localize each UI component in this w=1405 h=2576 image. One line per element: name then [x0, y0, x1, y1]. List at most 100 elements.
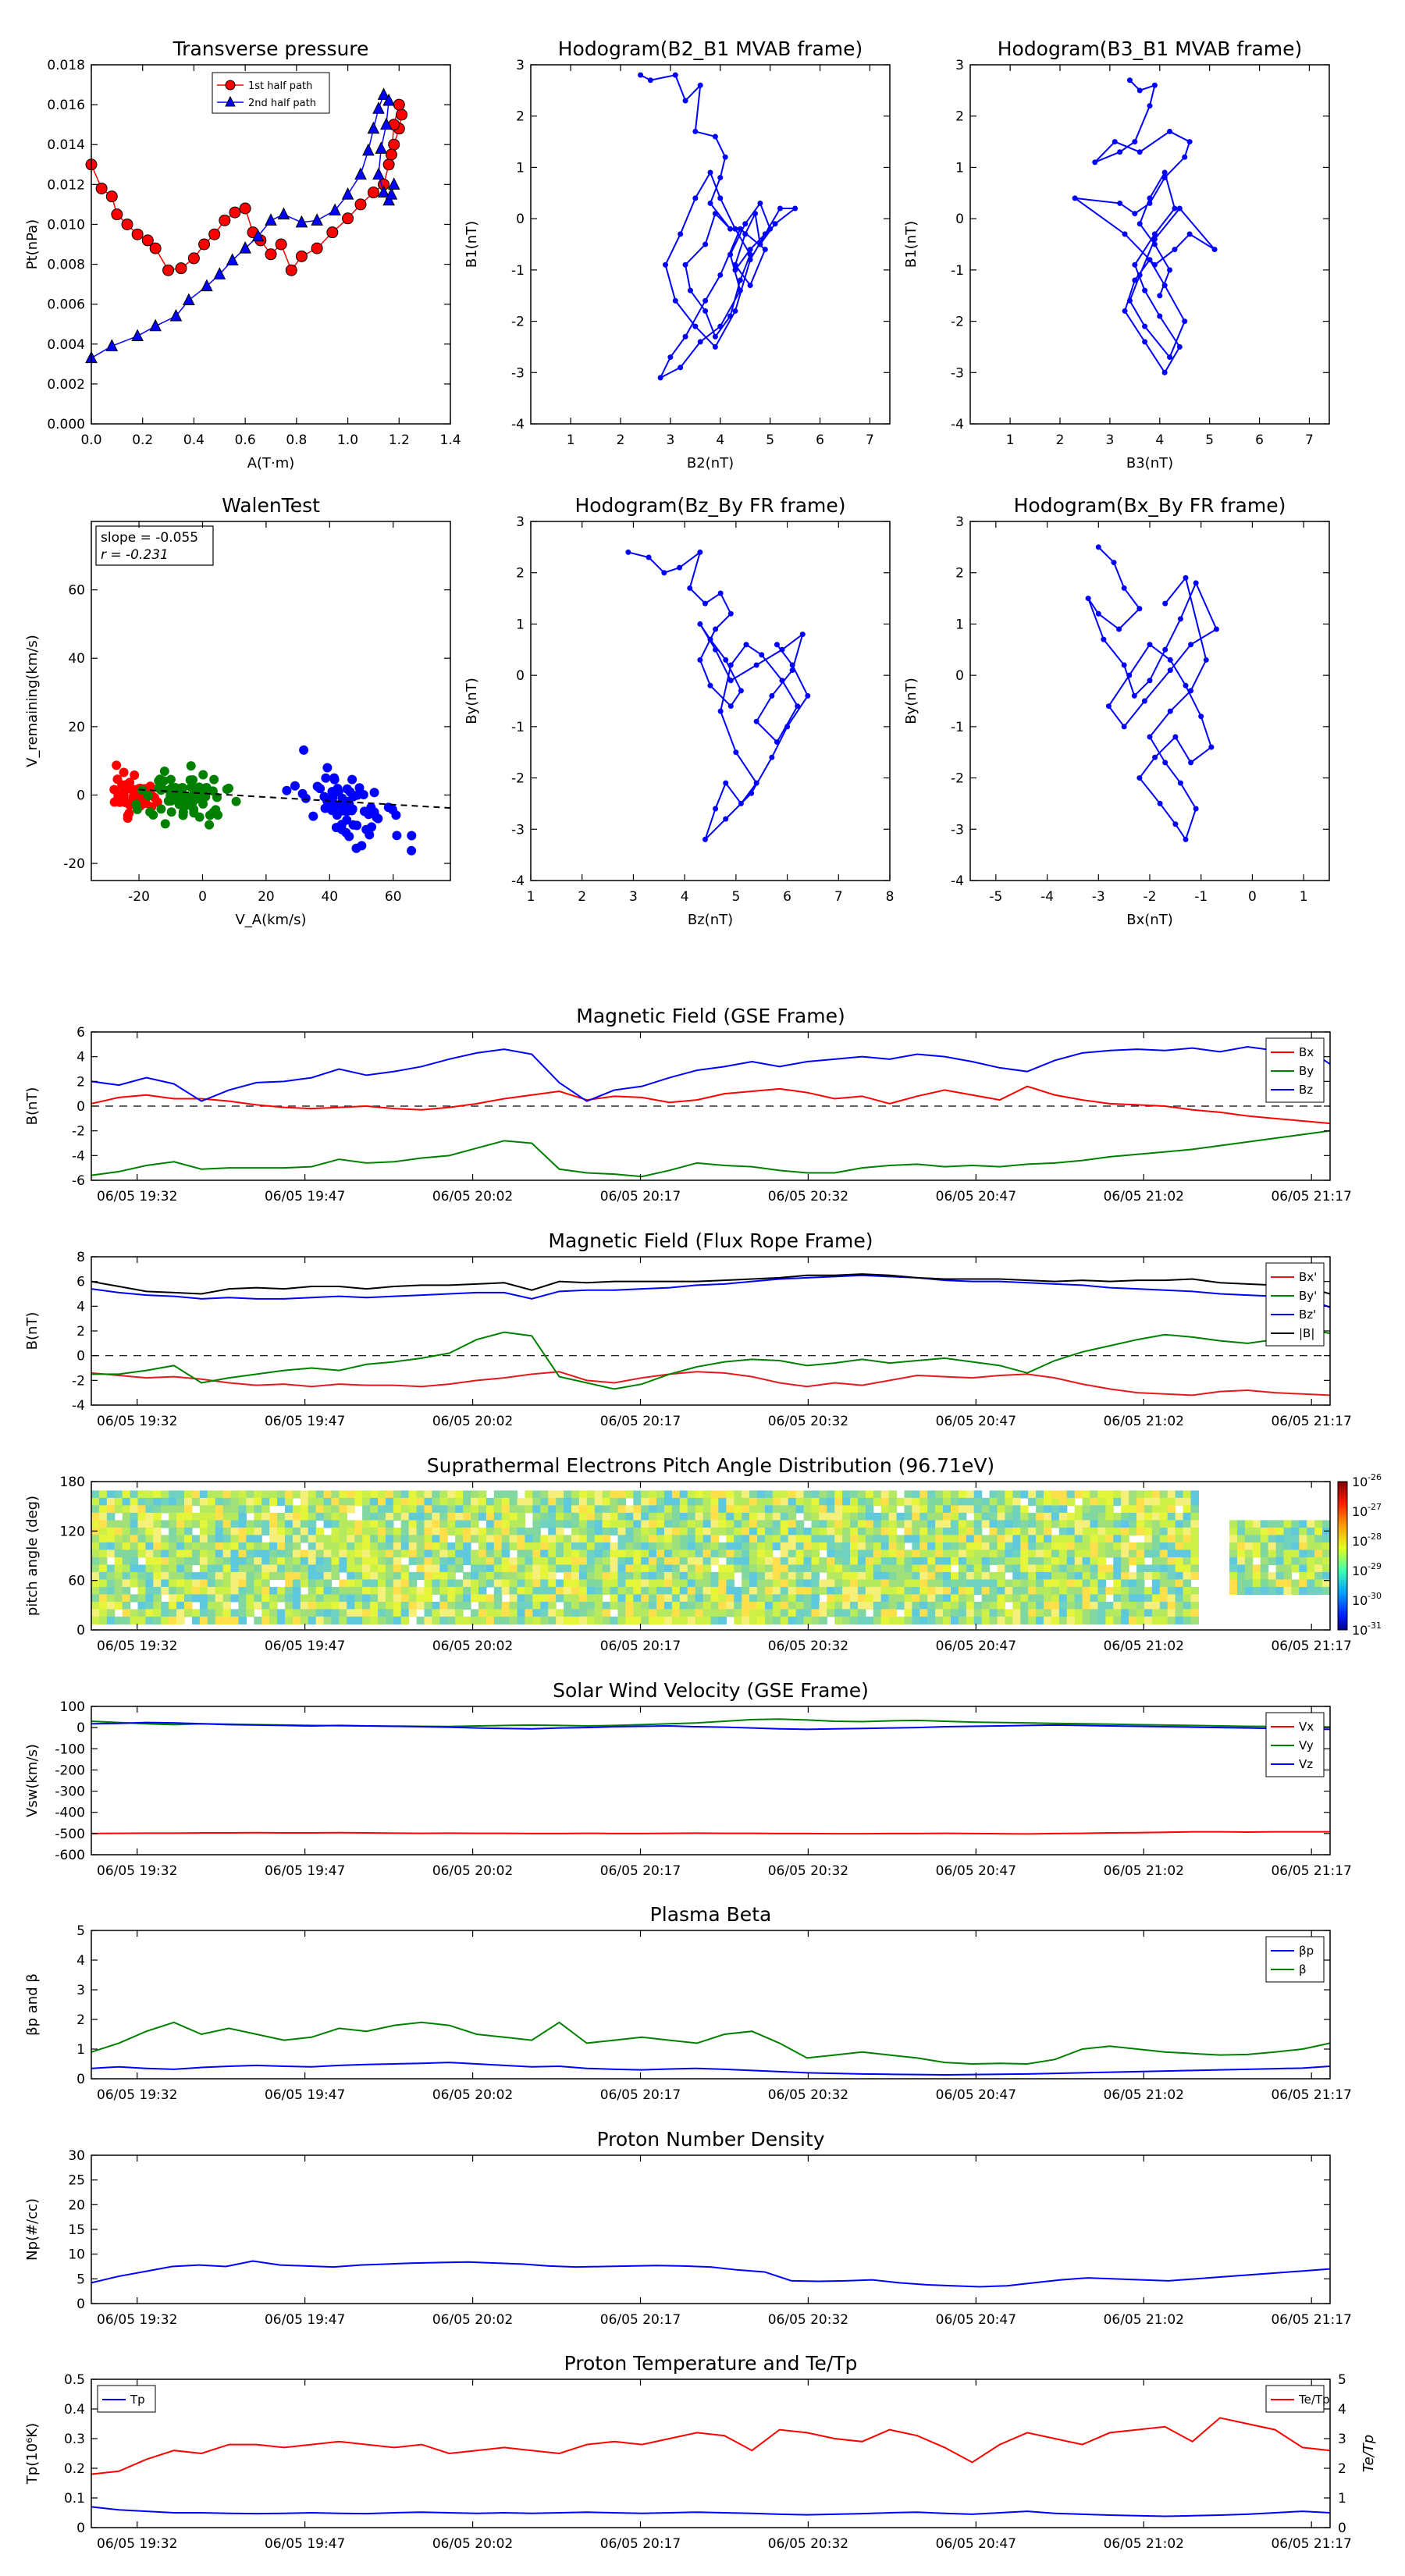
heatmap-cell [1090, 1601, 1099, 1610]
heatmap-cell [377, 1609, 386, 1617]
heatmap-cell [424, 1557, 433, 1565]
heatmap-cell [578, 1564, 588, 1573]
heatmap-cell [1167, 1571, 1176, 1580]
heatmap-cell [966, 1505, 975, 1514]
heatmap-cell [207, 1497, 216, 1506]
heatmap-cell [439, 1550, 448, 1558]
heatmap-cell [1291, 1542, 1300, 1550]
heatmap-cell [834, 1542, 843, 1550]
heatmap-cell [106, 1512, 116, 1521]
heatmap-cell [184, 1497, 193, 1506]
heatmap-cell [106, 1586, 116, 1595]
heatmap-cell [1314, 1550, 1323, 1558]
heatmap-cell [1314, 1542, 1323, 1550]
heatmap-cell [98, 1505, 108, 1514]
heatmap-cell [300, 1571, 309, 1580]
heatmap-cell [261, 1579, 270, 1588]
heatmap-cell [137, 1601, 147, 1610]
heatmap-cell [1299, 1586, 1307, 1595]
heatmap-cell [943, 1512, 951, 1521]
heatmap-cell [471, 1609, 479, 1617]
heatmap-cell [1082, 1571, 1091, 1580]
heatmap-cell [966, 1490, 975, 1499]
heatmap-cell [354, 1564, 363, 1573]
plot-area [970, 65, 1329, 424]
heatmap-cell [1229, 1542, 1238, 1550]
heatmap-cell [1175, 1616, 1184, 1624]
heatmap-cell [966, 1616, 975, 1624]
heatmap-cell [199, 1505, 208, 1514]
heatmap-cell [734, 1557, 742, 1565]
heatmap-cell [432, 1490, 440, 1499]
time-tick-label: 06/05 20:17 [600, 1863, 681, 1879]
heatmap-cell [757, 1527, 766, 1535]
heatmap-cell [649, 1535, 657, 1543]
x-axis-label: V_A(km/s) [235, 912, 306, 928]
heatmap-cell [764, 1557, 774, 1565]
heatmap-cell [509, 1571, 518, 1580]
heatmap-cell [927, 1616, 936, 1624]
x-tick-label: 1.2 [389, 432, 410, 448]
heatmap-cell [1082, 1550, 1091, 1558]
heatmap-cell [586, 1505, 596, 1514]
heatmap-cell [230, 1542, 240, 1550]
heatmap-cell [556, 1609, 564, 1617]
heatmap-cell [578, 1594, 588, 1603]
heatmap-cell [610, 1520, 619, 1528]
heatmap-cell [904, 1490, 912, 1499]
heatmap-cell [904, 1557, 912, 1565]
heatmap-cell [912, 1571, 920, 1580]
heatmap-cell [1299, 1557, 1307, 1565]
heatmap-cell [486, 1601, 495, 1610]
heatmap-cell [702, 1557, 712, 1565]
data-point [112, 760, 122, 770]
heatmap-cell [486, 1571, 495, 1580]
heatmap-cell [1097, 1490, 1106, 1499]
heatmap-cell [896, 1535, 905, 1543]
heatmap-cell [989, 1586, 998, 1595]
data-point [332, 810, 342, 820]
heatmap-cell [393, 1505, 402, 1514]
heatmap-cell [1260, 1527, 1269, 1535]
heatmap-cell [1260, 1564, 1269, 1573]
heatmap-cell [656, 1564, 665, 1573]
heatmap-cell [199, 1586, 208, 1595]
chart-title: Magnetic Field (Flux Rope Frame) [548, 1229, 873, 1252]
heatmap-cell [649, 1586, 657, 1595]
time-tick-label: 06/05 19:32 [97, 2536, 177, 2552]
plot-area [91, 1930, 1330, 2079]
heatmap-cell [1229, 1557, 1238, 1565]
heatmap-cell [1044, 1571, 1052, 1580]
heatmap-cell [230, 1609, 240, 1617]
heatmap-cell [1136, 1512, 1145, 1521]
heatmap-cell [176, 1520, 185, 1528]
heatmap-cell [408, 1550, 418, 1558]
heatmap-cell [594, 1527, 603, 1535]
heatmap-cell [1005, 1527, 1013, 1535]
data-point [702, 308, 709, 314]
heatmap-cell [517, 1542, 526, 1550]
heatmap-cell [1144, 1594, 1153, 1603]
heatmap-cell [734, 1497, 742, 1506]
heatmap-cell [354, 1609, 363, 1617]
heatmap-cell [973, 1497, 983, 1506]
heatmap-cell [1036, 1616, 1044, 1624]
x-tick-label: 1 [567, 432, 575, 448]
heatmap-cell [254, 1520, 262, 1528]
heatmap-cell [1105, 1601, 1114, 1610]
data-point [141, 234, 154, 247]
heatmap-cell [1121, 1497, 1129, 1506]
heatmap-cell [571, 1594, 580, 1603]
heatmap-cell [695, 1586, 704, 1595]
heatmap-cell [215, 1609, 224, 1617]
heatmap-cell [625, 1594, 634, 1603]
data-point [377, 87, 390, 100]
heatmap-cell [509, 1490, 518, 1499]
heatmap-cell [122, 1542, 131, 1550]
heatmap-cell [795, 1527, 805, 1535]
heatmap-cell [432, 1564, 440, 1573]
heatmap-cell [269, 1497, 278, 1506]
heatmap-cell [370, 1542, 379, 1550]
heatmap-cell [981, 1535, 991, 1543]
y-tick-label: 0 [76, 2297, 85, 2312]
